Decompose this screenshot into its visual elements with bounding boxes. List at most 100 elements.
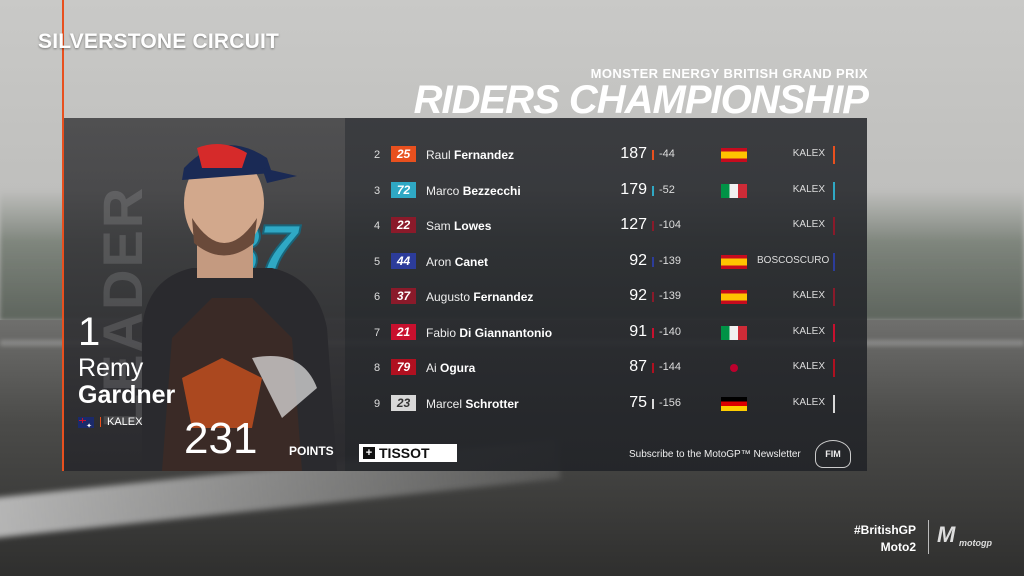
points-gap: -139 — [659, 254, 682, 267]
rider-points: 92 — [629, 251, 647, 269]
rider-number-badge: 37 — [391, 288, 416, 304]
hashtag: #BritishGP — [853, 523, 916, 537]
rider-number-badge: 21 — [391, 323, 416, 340]
rider-team: KALEX — [792, 290, 825, 301]
standings-row: 2 25 Raul Fernandez 187 -44 KALEX — [345, 138, 867, 173]
motogp-logo: M motogp — [928, 520, 995, 554]
leader-last-name: Gardner — [78, 381, 176, 409]
standings-table: 2 25 Raul Fernandez 187 -44 KALEX 3 72 Marco Bez… — [345, 118, 867, 471]
team-color-marker — [833, 288, 835, 306]
fim-logo: FIM — [815, 440, 851, 468]
motogp-mark-icon: M — [937, 522, 956, 547]
tissot-cross-icon: + — [363, 447, 375, 459]
team-color-marker — [833, 359, 835, 377]
rider-points: 91 — [629, 322, 647, 340]
rider-points: 92 — [629, 287, 647, 304]
standings-headline: RIDERS CHAMPIONSHIP — [413, 78, 869, 122]
motogp-wordmark: motogp — [959, 538, 992, 548]
rider-name: Sam Lowes — [426, 219, 492, 233]
class-label: Moto2 — [880, 540, 916, 554]
es-flag-icon — [721, 148, 747, 162]
rider-name: Aron Canet — [426, 254, 489, 269]
leader-accent-bar — [62, 118, 64, 471]
leader-panel: LEADER 87 1 Remy Gardner KALEX 231 POINT… — [62, 118, 345, 471]
accent-line — [62, 0, 64, 125]
standings-row: 6 37 Augusto Fernandez 92 -139 KALEX — [345, 280, 867, 315]
rider-number-badge: 25 — [391, 146, 416, 162]
row-position: 6 — [374, 291, 381, 303]
rider-points: 75 — [629, 393, 647, 411]
row-position: 7 — [374, 326, 381, 339]
rider-name: Marcel Schrotter — [426, 396, 519, 411]
points-gap: -156 — [659, 396, 682, 409]
rider-number-badge: 22 — [391, 217, 416, 233]
team-color-marker — [833, 323, 835, 342]
row-position: 3 — [374, 184, 381, 197]
row-position: 2 — [374, 149, 381, 161]
row-position: 5 — [374, 255, 381, 268]
australia-flag-icon — [78, 416, 94, 430]
points-gap: -144 — [659, 361, 682, 373]
standings-row: 3 72 Marco Bezzecchi 179 -52 KALEX — [345, 174, 867, 209]
standings-row: 7 21 Fabio Di Giannantonio 91 -140 KALEX — [345, 316, 867, 351]
it-flag-icon — [721, 183, 747, 198]
standings-row: 5 44 Aron Canet 92 -139 BOSCOSCURO — [345, 245, 867, 280]
points-gap: -44 — [659, 148, 675, 160]
leader-position: 1 — [78, 310, 101, 354]
rider-name: Raul Fernandez — [426, 148, 515, 162]
es-flag-icon — [721, 290, 747, 304]
rider-name: Fabio Di Giannantonio — [426, 325, 553, 340]
team-color-bar — [652, 221, 654, 231]
rider-team: KALEX — [792, 361, 825, 372]
rider-number-badge: 79 — [391, 359, 416, 375]
leader-points-label: POINTS — [289, 444, 334, 458]
leader-team: KALEX — [107, 416, 143, 428]
points-gap: -139 — [659, 290, 682, 302]
rider-number-badge: 23 — [391, 394, 416, 411]
event-title: MONSTER ENERGY BRITISH GRAND PRIX — [590, 66, 868, 81]
team-color-bar — [652, 398, 654, 409]
team-color-bar — [652, 185, 654, 196]
newsletter-text: Subscribe to the MotoGP™ Newsletter — [629, 449, 801, 460]
de-flag-icon — [721, 396, 747, 411]
rider-number-badge: 44 — [391, 252, 416, 269]
team-color-marker — [833, 217, 835, 235]
team-separator — [100, 417, 101, 427]
leader-team-row: KALEX — [78, 416, 143, 430]
row-position: 9 — [374, 397, 381, 410]
standings-row: 9 23 Marcel Schrotter 75 -156 KALEX — [345, 387, 867, 422]
leader-points: 231 — [184, 414, 258, 463]
standings-row: 4 22 Sam Lowes 127 -104 KALEX — [345, 209, 867, 244]
team-color-bar — [652, 292, 654, 302]
rider-team: KALEX — [792, 325, 825, 337]
circuit-name: SILVERSTONE CIRCUIT — [38, 30, 280, 53]
rider-team: KALEX — [792, 219, 825, 230]
team-color-bar — [652, 327, 654, 338]
team-color-bar — [652, 363, 654, 373]
standings-row: 8 79 Ai Ogura 87 -144 KALEX — [345, 351, 867, 386]
team-color-marker — [833, 394, 835, 413]
rider-photo — [142, 144, 337, 471]
rider-name: Augusto Fernandez — [426, 290, 534, 304]
rider-points: 187 — [620, 145, 647, 162]
points-gap: -52 — [659, 183, 675, 196]
row-position: 4 — [374, 220, 381, 232]
rider-number-badge: 72 — [391, 181, 416, 198]
sponsor-logo: + TISSOT — [359, 444, 457, 462]
points-gap: -104 — [659, 219, 682, 231]
team-color-marker — [833, 252, 835, 271]
team-color-marker — [833, 181, 835, 200]
team-color-bar — [652, 150, 654, 160]
rider-points: 87 — [629, 358, 647, 375]
rider-name: Ai Ogura — [426, 361, 476, 375]
rider-points: 179 — [620, 180, 647, 198]
es-flag-icon — [721, 254, 747, 269]
rider-team: KALEX — [792, 396, 825, 408]
rider-team: KALEX — [792, 148, 825, 159]
team-color-marker — [833, 146, 835, 164]
leader-first-name: Remy — [78, 354, 144, 382]
rider-team: BOSCOSCURO — [757, 254, 830, 266]
rider-team: KALEX — [792, 183, 825, 195]
rider-name: Marco Bezzecchi — [426, 183, 521, 198]
points-gap: -140 — [659, 325, 682, 338]
